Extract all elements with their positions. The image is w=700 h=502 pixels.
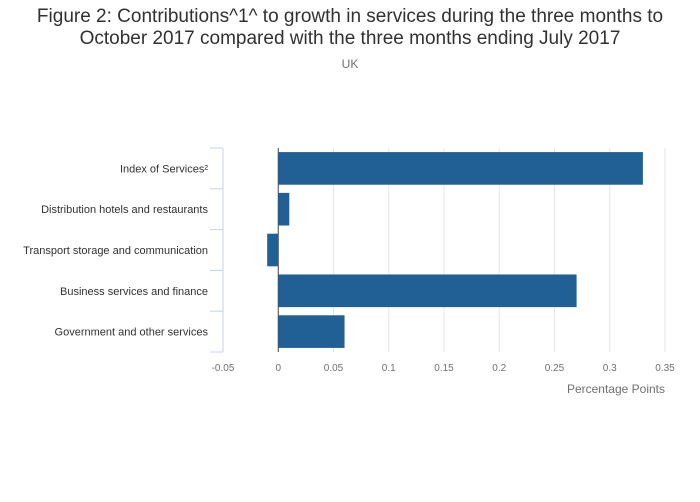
x-tick-label: -0.05: [212, 363, 235, 374]
x-tick-label: 0.05: [324, 363, 344, 374]
chart-title-line-1: Figure 2: Contributions^1^ to growth in …: [36, 6, 664, 27]
bar[interactable]: [278, 152, 643, 185]
chart-subtitle: UK: [341, 57, 359, 71]
x-tick-label: 0.15: [434, 363, 454, 374]
category-label: Government and other services: [55, 327, 209, 339]
x-tick-labels: -0.05 0 0.05 0.1 0.15 0.2 0.25 0.3 0.35: [212, 363, 676, 374]
bar[interactable]: [278, 192, 290, 226]
x-tick-label: 0.1: [382, 363, 396, 374]
bar[interactable]: [267, 233, 279, 267]
bar[interactable]: [278, 274, 577, 308]
category-label: Transport storage and communication: [23, 245, 208, 257]
x-tick-label: 0.25: [545, 363, 565, 374]
x-tick-label: 0.2: [492, 363, 506, 374]
x-tick-label: 0.35: [655, 363, 675, 374]
chart-title-line-2: October 2017 compared with the three mon…: [79, 28, 621, 49]
category-label: Business services and finance: [60, 286, 208, 298]
category-label: Distribution hotels and restaurants: [41, 204, 208, 216]
category-labels: Index of Services² Distribution hotels an…: [23, 163, 208, 338]
bar[interactable]: [278, 315, 345, 348]
x-axis-title: Percentage Points: [567, 382, 665, 396]
x-tick-label: 0: [275, 363, 281, 374]
category-label: Index of Services²: [120, 163, 208, 175]
bars: [267, 152, 643, 348]
chart-title-line-1: Figure 2: Contributions^1^ to growth in …: [0, 6, 700, 50]
x-tick-label: 0.3: [603, 363, 617, 374]
chart-title: Figure 2: Contributions^1^ to growth in …: [0, 6, 700, 50]
y-axis: [210, 147, 224, 353]
